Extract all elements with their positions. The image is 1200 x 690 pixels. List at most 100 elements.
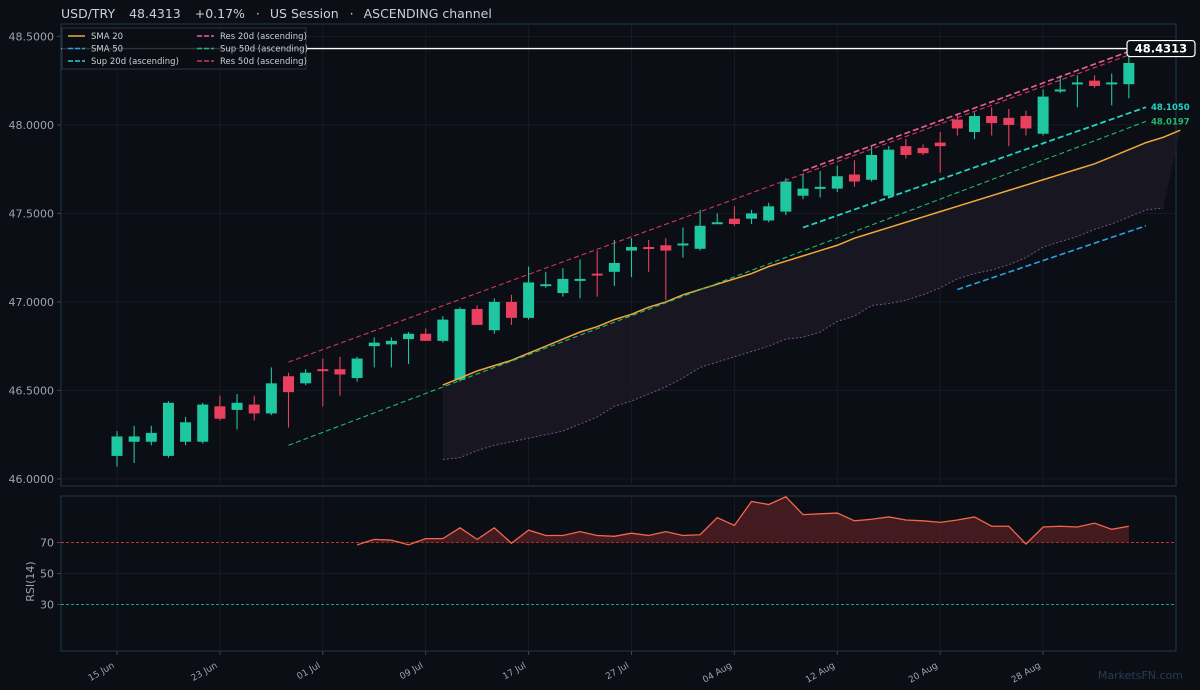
price-label: 48.4313 (129, 6, 181, 21)
candle (900, 139, 912, 159)
sup50d-value-label: 48.0197 (1151, 117, 1190, 127)
legend-box (61, 27, 307, 70)
candle (471, 305, 483, 325)
candle (883, 146, 895, 198)
legend-label: SMA 20 (91, 32, 123, 42)
candle-body (197, 404, 209, 442)
candle (1106, 73, 1118, 106)
session-label: US Session (270, 6, 339, 21)
legend-item: Sup 20d (ascending) (68, 57, 179, 67)
candle (1003, 108, 1015, 147)
candle-body (883, 149, 895, 196)
candle-body (385, 340, 397, 345)
legend-label: Sup 50d (ascending) (220, 45, 308, 55)
x-tick-label: 12 Aug (804, 661, 837, 686)
candle (351, 356, 363, 382)
candle (128, 425, 140, 463)
candle (763, 202, 775, 223)
candle (180, 416, 192, 446)
candle-body (283, 376, 294, 393)
candle-body (917, 147, 929, 154)
res50d-line (288, 48, 1147, 363)
candle (917, 144, 929, 155)
y-tick-label: 47.0000 (9, 296, 55, 309)
candle (1089, 75, 1101, 88)
candle-body (231, 402, 243, 410)
rsi-overbought-fill (357, 496, 1129, 543)
x-tick-label: 01 Jul (296, 661, 323, 682)
candle (557, 268, 569, 297)
svg-text:USD/TRY 48.4313 +0: USD/TRY 48.4313 +0.17% · US Session · AS… (61, 6, 492, 21)
symbol-label: USD/TRY (61, 6, 115, 21)
candle-body (540, 284, 552, 287)
candle (694, 209, 706, 251)
candle (866, 146, 878, 182)
candle (660, 238, 672, 301)
candle-body (300, 372, 312, 384)
candle (540, 271, 552, 288)
rsi-tick-label: 30 (40, 599, 54, 612)
candle-body (1020, 116, 1032, 129)
candle-body (523, 282, 535, 318)
candle (574, 259, 586, 299)
candle (437, 316, 449, 343)
candle-body (454, 308, 466, 380)
separator: · (350, 6, 354, 21)
x-tick-label: 04 Aug (701, 661, 734, 686)
candle-body (437, 319, 449, 341)
candle (831, 165, 843, 193)
candle-body (660, 245, 672, 251)
candle (197, 402, 209, 444)
sup50d-line (288, 120, 1147, 446)
candle-body (317, 369, 329, 372)
legend-item: SMA 20 (68, 32, 123, 42)
candle (1054, 75, 1066, 94)
candle-body (831, 176, 843, 189)
candle-body (934, 142, 946, 147)
candle-body (162, 402, 174, 456)
candle (385, 337, 397, 368)
candle (523, 266, 535, 320)
band-fill (442, 130, 1181, 460)
price-panel: 48.5000 48.0000 47.5000 47.0000 46.5000 46.00… (9, 23, 1196, 487)
chart-header: USD/TRY 48.4313 +0.17% · US Session · AS… (61, 6, 492, 21)
candle-body (763, 206, 775, 221)
candle-body (214, 406, 226, 419)
last-price-badge-box (1126, 39, 1196, 58)
candle-body (608, 262, 620, 272)
candle-body (1106, 82, 1118, 85)
candle (300, 369, 312, 386)
candle-body (728, 218, 740, 225)
legend-item: SMA 50 (68, 45, 123, 55)
candle-body (986, 116, 998, 124)
candle-body (505, 301, 517, 318)
candle (848, 160, 860, 187)
candle (780, 178, 792, 216)
candle (283, 372, 294, 428)
sma20-line (442, 129, 1181, 386)
candle (317, 358, 329, 407)
y-tick-label: 48.5000 (9, 30, 55, 43)
sup20d-line (802, 106, 1147, 229)
candle (814, 170, 826, 198)
candle (643, 239, 655, 272)
candle-body (626, 247, 637, 251)
candle-body (351, 358, 363, 379)
candle-body (111, 436, 123, 456)
candle-body (488, 301, 500, 331)
candle-body (180, 422, 192, 442)
candle-body (797, 188, 809, 196)
candle (111, 431, 123, 467)
candle-body (643, 247, 655, 250)
candle-body (780, 181, 792, 212)
legend-item: Res 50d (ascending) (197, 57, 307, 67)
candle (677, 227, 689, 258)
pattern-label: ASCENDING channel (364, 6, 492, 21)
legend-label: Res 20d (ascending) (220, 32, 307, 42)
candle (797, 174, 809, 200)
candle (711, 213, 723, 225)
x-tick-label: 09 Jul (398, 661, 425, 682)
legend-item: Res 20d (ascending) (197, 32, 307, 42)
candle (231, 393, 243, 430)
